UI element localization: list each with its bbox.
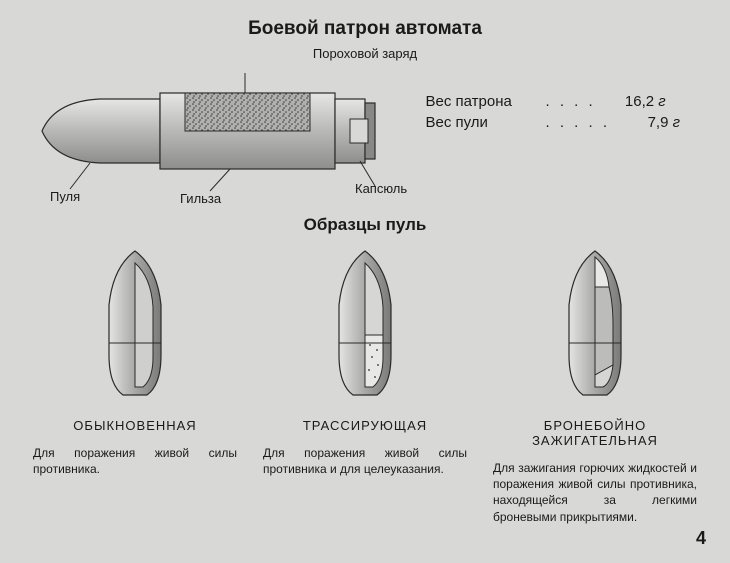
main-title: Боевой патрон автомата (0, 0, 730, 40)
spec-dots: . . . . (545, 91, 595, 112)
spec-value: 7,9 г (610, 112, 680, 133)
bullet-name: БРОНЕБОЙНО ЗАЖИГАТЕЛЬНАЯ (485, 418, 705, 448)
samples-title: Образцы пуль (0, 215, 730, 235)
specs-block: Вес патрона . . . . 16,2 г Вес пули . . … (425, 91, 680, 133)
powder-label: Пороховой заряд (0, 46, 730, 61)
label-primer: Капсюль (355, 181, 407, 196)
bullet-svg (545, 245, 645, 405)
bullet-desc: Для поражения живой силы противника и дл… (255, 445, 475, 477)
page-number: 4 (696, 528, 706, 549)
bullet-name: ТРАССИРУЮЩАЯ (255, 418, 475, 433)
spec-label: Вес пули (425, 112, 545, 133)
bullet-api: БРОНЕБОЙНО ЗАЖИГАТЕЛЬНАЯ Для зажигания г… (485, 245, 705, 525)
bullet-svg (315, 245, 415, 405)
bullet-svg (85, 245, 185, 405)
label-case: Гильза (180, 191, 221, 206)
spec-value: 16,2 г (596, 91, 666, 112)
label-bullet: Пуля (50, 189, 80, 204)
spec-label: Вес патрона (425, 91, 545, 112)
cartridge-svg (30, 61, 400, 201)
spec-row: Вес патрона . . . . 16,2 г (425, 91, 680, 112)
bullet-samples-row: ОБЫКНОВЕННАЯ Для поражения живой силы пр… (0, 245, 730, 525)
cartridge-diagram: Пуля Гильза Капсюль Вес патрона . . . . … (0, 61, 730, 211)
bullet-desc: Для поражения живой силы противника. (25, 445, 245, 477)
bullet-ordinary: ОБЫКНОВЕННАЯ Для поражения живой силы пр… (25, 245, 245, 525)
bullet-tracer: ТРАССИРУЮЩАЯ Для поражения живой силы пр… (255, 245, 475, 525)
spec-dots: . . . . . (545, 112, 610, 133)
bullet-name: ОБЫКНОВЕННАЯ (25, 418, 245, 433)
bullet-desc: Для зажигания горючих жидкостей и пораже… (485, 460, 705, 525)
spec-row: Вес пули . . . . . 7,9 г (425, 112, 680, 133)
